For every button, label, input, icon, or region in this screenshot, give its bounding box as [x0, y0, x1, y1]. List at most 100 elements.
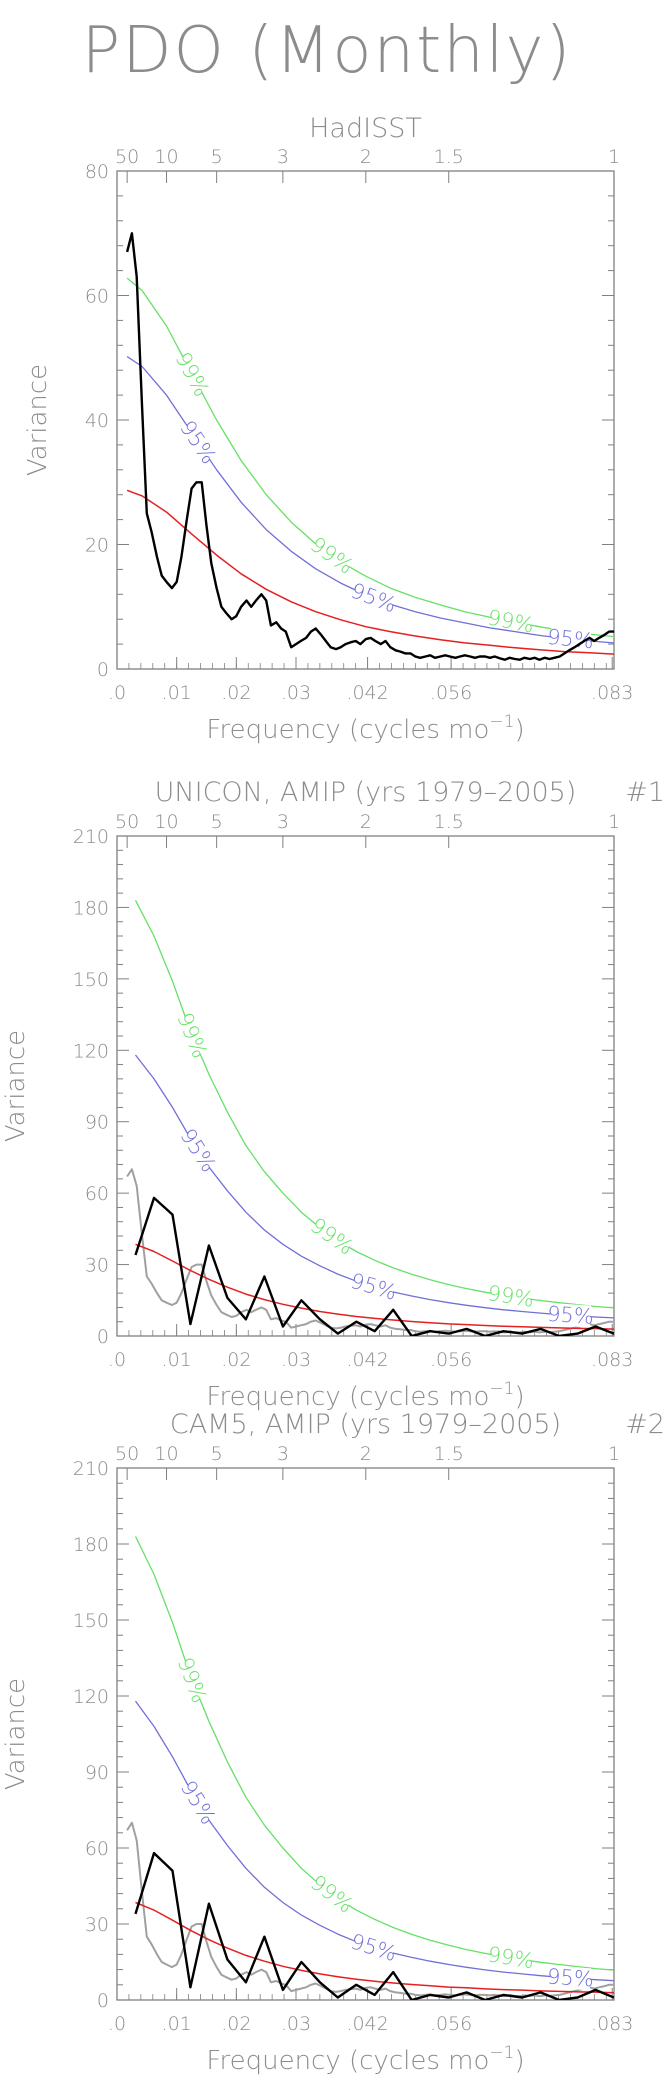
- significance-label-mask: [309, 1215, 355, 1257]
- period-tick-label: 3: [277, 811, 289, 833]
- y-tick-label: 210: [73, 826, 109, 848]
- x-tick-label: .056: [430, 682, 472, 704]
- series-reference: [126, 1821, 614, 1998]
- period-tick-label: 3: [277, 1443, 289, 1465]
- series-observed: [125, 232, 614, 661]
- panel-number: #1: [625, 777, 665, 808]
- significance-label-mask: [173, 351, 212, 398]
- y-tick-label: 30: [85, 1914, 109, 1936]
- significance-label-99: 99%: [172, 1009, 212, 1061]
- significance-label-95: 95%: [348, 1929, 400, 1966]
- period-tick-label: 5: [211, 146, 223, 168]
- x-tick-label: .0: [108, 682, 126, 704]
- period-tick-label: 50: [115, 811, 139, 833]
- x-tick-label: .042: [346, 1349, 388, 1371]
- period-tick-label: 50: [115, 146, 139, 168]
- series-observed: [134, 1851, 614, 2000]
- period-tick-label: 1: [608, 146, 620, 168]
- x-axis-label: Frequency (cycles mo−1): [206, 2043, 524, 2076]
- significance-label-99: 99%: [173, 1654, 212, 1706]
- x-tick-label: .0: [108, 2013, 126, 2035]
- y-tick-label: 60: [85, 1838, 109, 1860]
- significance-label-mask: [174, 1012, 210, 1059]
- period-tick-label: 1.5: [434, 146, 464, 168]
- y-tick-label: 210: [73, 1458, 109, 1480]
- significance-label-mask: [178, 1779, 218, 1826]
- significance-label-mask: [177, 419, 219, 465]
- significance-label-95: 95%: [347, 578, 399, 617]
- y-tick-label: 80: [85, 161, 109, 183]
- series-sig99: [134, 1536, 614, 1971]
- y-tick-label: 30: [85, 1255, 109, 1277]
- panel-number: #2: [625, 1409, 665, 1440]
- significance-label-mask: [309, 534, 355, 577]
- period-tick-label: 50: [115, 1443, 139, 1465]
- period-tick-label: 5: [211, 1443, 223, 1465]
- significance-label-99: 99%: [486, 1942, 536, 1973]
- x-tick-label: .042: [346, 682, 388, 704]
- y-tick-label: 0: [97, 1990, 109, 2012]
- x-axis-label: Frequency (cycles mo−1): [206, 1379, 524, 1412]
- significance-label-99: 99%: [306, 532, 358, 579]
- significance-label-mask: [549, 1965, 592, 1991]
- series-red-noise: [135, 1901, 614, 1994]
- panel-title: CAM5, AMIP (yrs 1979–2005): [170, 1409, 561, 1440]
- x-tick-label: .01: [162, 1349, 192, 1371]
- significance-label-95: 95%: [175, 1124, 221, 1176]
- significance-label-mask: [350, 580, 397, 616]
- x-tick-label: .083: [591, 1349, 633, 1371]
- period-tick-label: 2: [360, 811, 372, 833]
- y-tick-label: 60: [85, 286, 109, 308]
- period-tick-label: 2: [360, 1443, 372, 1465]
- period-tick-label: 1.5: [434, 811, 464, 833]
- significance-label-99: 99%: [486, 1281, 536, 1312]
- x-tick-label: .042: [346, 2013, 388, 2035]
- period-tick-label: 2: [360, 146, 372, 168]
- y-tick-label: 0: [97, 659, 109, 681]
- significance-label-mask: [549, 626, 592, 653]
- x-tick-label: .083: [591, 682, 633, 704]
- significance-label-99: 99%: [171, 348, 214, 400]
- significance-label-mask: [351, 1270, 396, 1303]
- y-tick-label: 120: [73, 1686, 109, 1708]
- y-tick-label: 0: [97, 1326, 109, 1348]
- x-tick-label: .02: [221, 1349, 251, 1371]
- y-axis-label: Variance: [1, 1030, 31, 1142]
- series-red-noise: [135, 1243, 614, 1330]
- x-axis-label: Frequency (cycles mo−1): [206, 712, 524, 745]
- x-tick-label: .056: [430, 2013, 472, 2035]
- y-tick-label: 90: [85, 1112, 109, 1134]
- period-tick-label: 10: [154, 1443, 178, 1465]
- x-tick-label: .02: [221, 682, 251, 704]
- period-tick-label: 3: [277, 146, 289, 168]
- series-sig99: [134, 900, 614, 1309]
- y-tick-label: 20: [85, 535, 109, 557]
- period-tick-label: 10: [154, 146, 178, 168]
- x-tick-label: .03: [281, 1349, 311, 1371]
- y-tick-label: 60: [85, 1183, 109, 1205]
- period-tick-label: 1.5: [434, 1443, 464, 1465]
- significance-label-mask: [489, 1943, 533, 1972]
- significance-label-mask: [178, 1127, 219, 1174]
- chart-panel-2: UNICON, AMIP (yrs 1979–2005) #1 0 30 60 90 120…: [1, 777, 665, 1412]
- chart-panel-1: HadISST 0 20 40 60 80 .0 .01 .02 .03 .042 .056 .083 5…: [23, 113, 633, 745]
- x-tick-label: .03: [281, 682, 311, 704]
- y-tick-label: 150: [73, 969, 109, 991]
- x-tick-label: .056: [430, 1349, 472, 1371]
- chart-panel-3: CAM5, AMIP (yrs 1979–2005) #2030609012015…: [1, 1409, 665, 2076]
- x-tick-label: .083: [591, 2013, 633, 2035]
- y-tick-label: 120: [73, 1040, 109, 1062]
- plot-frame: [116, 835, 615, 1337]
- plot-frame: [116, 1467, 615, 2001]
- series-observed: [134, 1196, 614, 1336]
- series-reference: [126, 1168, 614, 1334]
- x-tick-label: .03: [281, 2013, 311, 2035]
- significance-label-95: 95%: [175, 416, 221, 468]
- significance-label-95: 95%: [546, 1302, 594, 1329]
- x-tick-label: .02: [221, 2013, 251, 2035]
- y-tick-label: 40: [85, 410, 109, 432]
- y-axis-label: Variance: [1, 1678, 31, 1790]
- significance-label-mask: [549, 1303, 592, 1328]
- x-tick-label: .01: [162, 682, 192, 704]
